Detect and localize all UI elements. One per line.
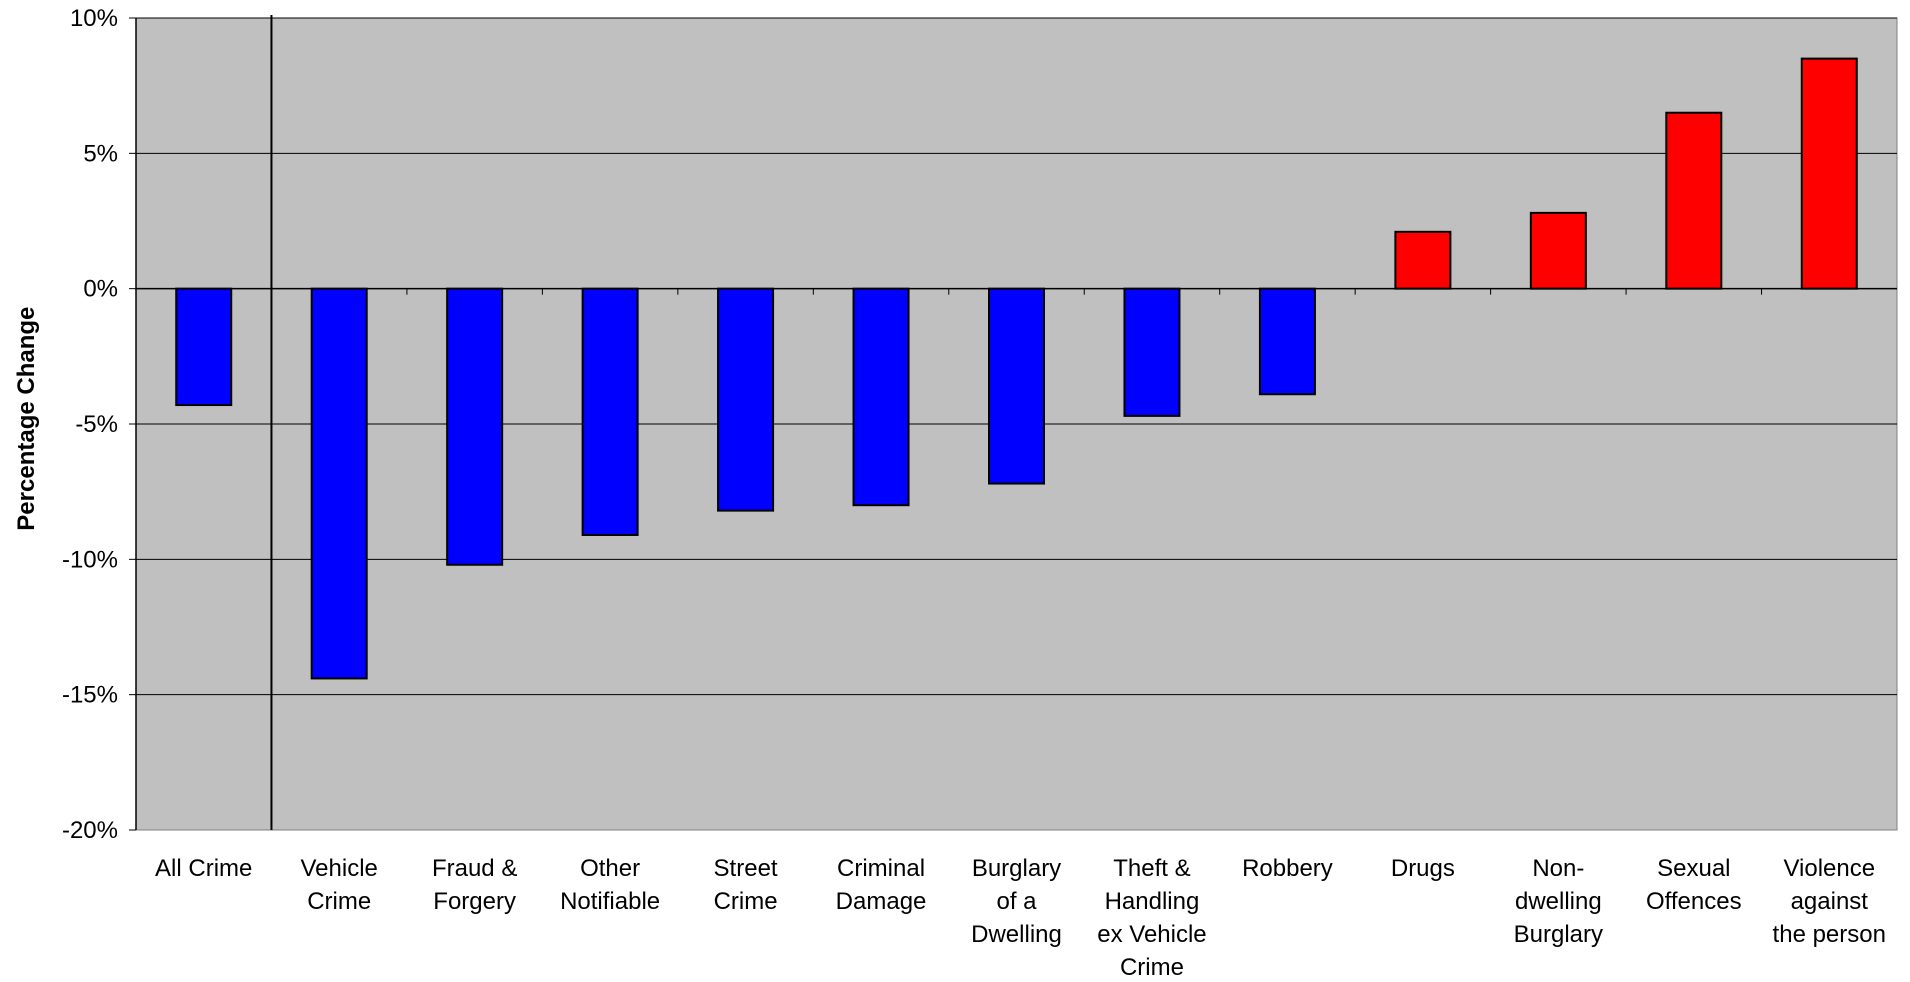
- y-tick-label: -10%: [62, 546, 118, 573]
- bar-12: [1800, 57, 1858, 290]
- bar-1: [310, 287, 368, 680]
- bar-9: [1394, 230, 1452, 290]
- y-tick-label: -15%: [62, 682, 118, 709]
- x-tick-label: Violence against the person: [1773, 855, 1886, 948]
- bar-2: [446, 287, 504, 566]
- y-tick-label: 5%: [83, 140, 118, 167]
- bar-3: [581, 287, 639, 536]
- x-tick-label: Theft & Handling ex Vehicle Crime: [1097, 855, 1206, 981]
- x-tick-label: Robbery: [1242, 855, 1333, 882]
- y-tick-label: 0%: [83, 276, 118, 303]
- bar-7: [1123, 287, 1181, 417]
- bar-5: [852, 287, 910, 507]
- y-tick-label: -20%: [62, 817, 118, 844]
- axes-group: [129, 15, 1897, 831]
- x-tick-label: All Crime: [155, 855, 252, 882]
- x-tick-label: Sexual Offences: [1646, 855, 1742, 915]
- y-tick-label: -5%: [75, 411, 118, 438]
- x-tick-label: Vehicle Crime: [300, 855, 377, 915]
- bar-0: [175, 287, 233, 407]
- x-tick-label: Street Crime: [714, 855, 778, 915]
- bar-4: [717, 287, 775, 512]
- y-axis-title: Percentage Change: [13, 307, 40, 531]
- x-tick-label: Criminal Damage: [836, 855, 927, 915]
- bar-8: [1258, 287, 1316, 396]
- bar-6: [988, 287, 1045, 485]
- bar-11: [1665, 111, 1723, 290]
- x-tick-label: Drugs: [1391, 855, 1455, 882]
- x-tick-label: Fraud & Forgery: [432, 855, 517, 915]
- x-tick-label: Non-dwelling Burglary: [1514, 855, 1603, 948]
- y-tick-label: 10%: [70, 5, 118, 32]
- x-tick-label: Burglary of a Dwelling: [971, 855, 1062, 948]
- labels-group: 10% 5% 0% -5% -10% -15% -20% All Crime Vehicle Cr…: [13, 5, 1886, 981]
- bar-10: [1529, 211, 1587, 290]
- x-tick-label: Other Notifiable: [560, 855, 660, 915]
